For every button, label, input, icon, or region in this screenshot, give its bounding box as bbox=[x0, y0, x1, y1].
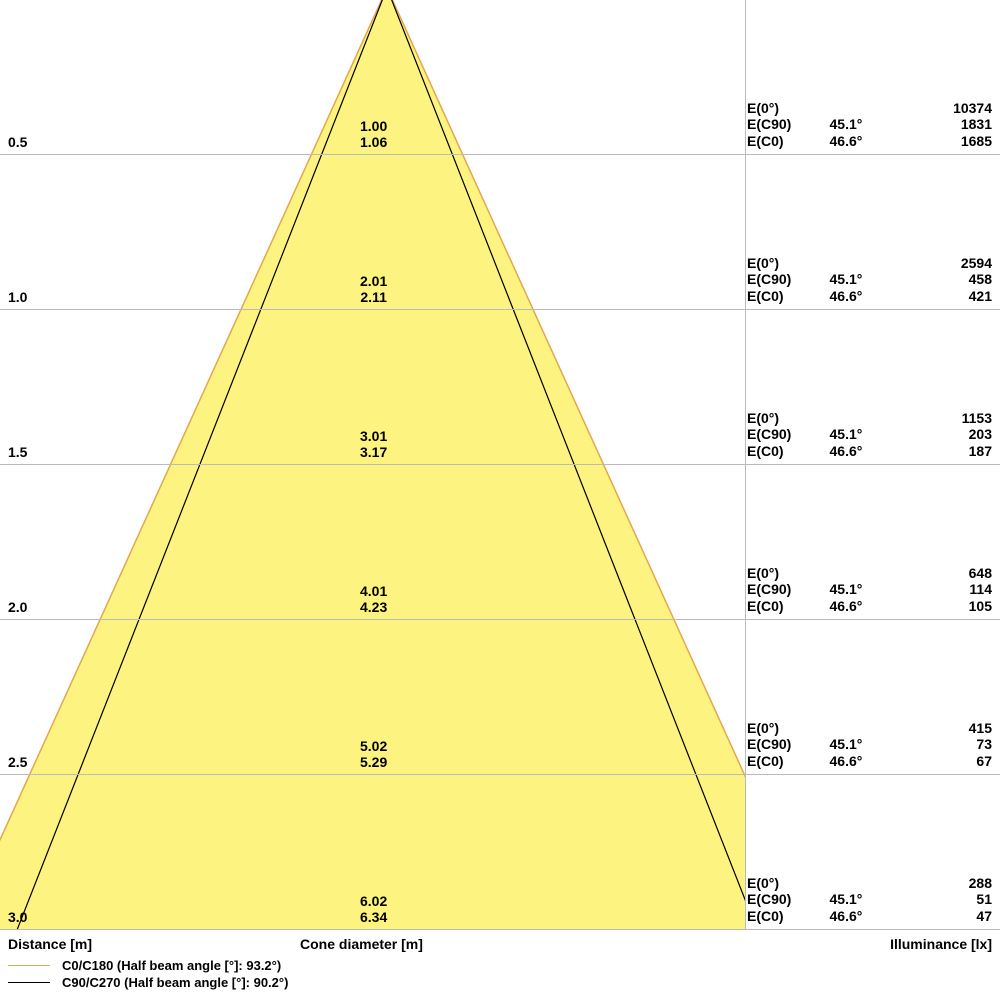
legend-swatch-icon bbox=[8, 982, 50, 983]
illuminance-block: E(0°)1153 E(C90)45.1°203 E(C0)46.6°187 bbox=[747, 410, 992, 460]
row-5: 3.0 6.02 6.34 E(0°)288 E(C90)45.1°51 E(C… bbox=[0, 775, 1000, 930]
legend-swatch-icon bbox=[8, 965, 50, 966]
legend-item-c0: C0/C180 (Half beam angle [°]: 93.2°) bbox=[8, 958, 288, 973]
cone-axis-label: Cone diameter [m] bbox=[300, 936, 423, 952]
illuminance-axis-label: Illuminance [lx] bbox=[890, 936, 992, 952]
row-3: 2.0 4.01 4.23 E(0°)648 E(C90)45.1°114 E(… bbox=[0, 465, 1000, 620]
legend-item-c90: C90/C270 (Half beam angle [°]: 90.2°) bbox=[8, 975, 288, 990]
illuminance-block: E(0°)648 E(C90)45.1°114 E(C0)46.6°105 bbox=[747, 565, 992, 615]
cone-diameter-values: 1.00 1.06 bbox=[360, 118, 387, 150]
cone-diameter-values: 3.01 3.17 bbox=[360, 428, 387, 460]
illuminance-block: E(0°)415 E(C90)45.1°73 E(C0)46.6°67 bbox=[747, 720, 992, 770]
distance-axis-label: Distance [m] bbox=[8, 936, 92, 952]
cone-diameter-values: 6.02 6.34 bbox=[360, 893, 387, 925]
distance-label: 1.0 bbox=[8, 289, 27, 305]
illuminance-block: E(0°)10374 E(C90)45.1°1831 E(C0)46.6°168… bbox=[747, 100, 992, 150]
row-0: 0.5 1.00 1.06 E(0°)10374 E(C90)45.1°1831… bbox=[0, 0, 1000, 155]
distance-label: 2.5 bbox=[8, 754, 27, 770]
cone-diameter-values: 2.01 2.11 bbox=[360, 273, 387, 305]
distance-label: 3.0 bbox=[8, 909, 27, 925]
illuminance-block: E(0°)2594 E(C90)45.1°458 E(C0)46.6°421 bbox=[747, 255, 992, 305]
row-4: 2.5 5.02 5.29 E(0°)415 E(C90)45.1°73 E(C… bbox=[0, 620, 1000, 775]
distance-label: 1.5 bbox=[8, 444, 27, 460]
cone-diameter-values: 5.02 5.29 bbox=[360, 738, 387, 770]
distance-label: 0.5 bbox=[8, 134, 27, 150]
legend-text: C90/C270 (Half beam angle [°]: 90.2°) bbox=[62, 975, 288, 990]
illuminance-block: E(0°)288 E(C90)45.1°51 E(C0)46.6°47 bbox=[747, 875, 992, 925]
row-1: 1.0 2.01 2.11 E(0°)2594 E(C90)45.1°458 E… bbox=[0, 155, 1000, 310]
legend-text: C0/C180 (Half beam angle [°]: 93.2°) bbox=[62, 958, 281, 973]
row-2: 1.5 3.01 3.17 E(0°)1153 E(C90)45.1°203 E… bbox=[0, 310, 1000, 465]
cone-diagram: 0.5 1.00 1.06 E(0°)10374 E(C90)45.1°1831… bbox=[0, 0, 1000, 930]
legend: C0/C180 (Half beam angle [°]: 93.2°) C90… bbox=[8, 958, 288, 992]
cone-diameter-values: 4.01 4.23 bbox=[360, 583, 387, 615]
distance-label: 2.0 bbox=[8, 599, 27, 615]
